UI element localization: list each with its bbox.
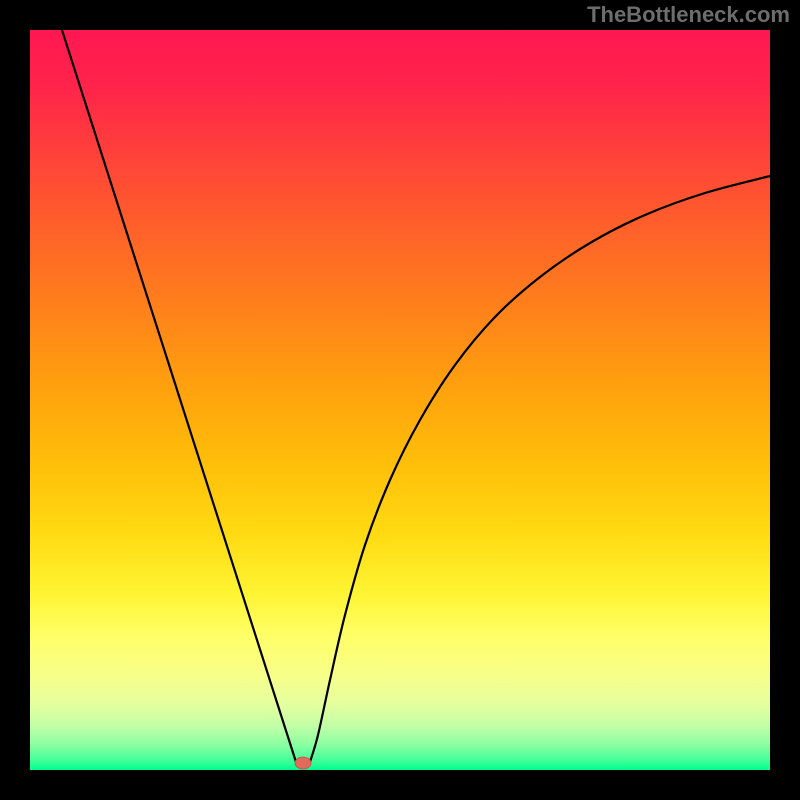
valley-marker xyxy=(295,757,311,769)
gradient-background xyxy=(30,30,770,770)
bottleneck-chart xyxy=(0,0,800,800)
watermark-text: TheBottleneck.com xyxy=(587,2,790,28)
chart-container: TheBottleneck.com xyxy=(0,0,800,800)
